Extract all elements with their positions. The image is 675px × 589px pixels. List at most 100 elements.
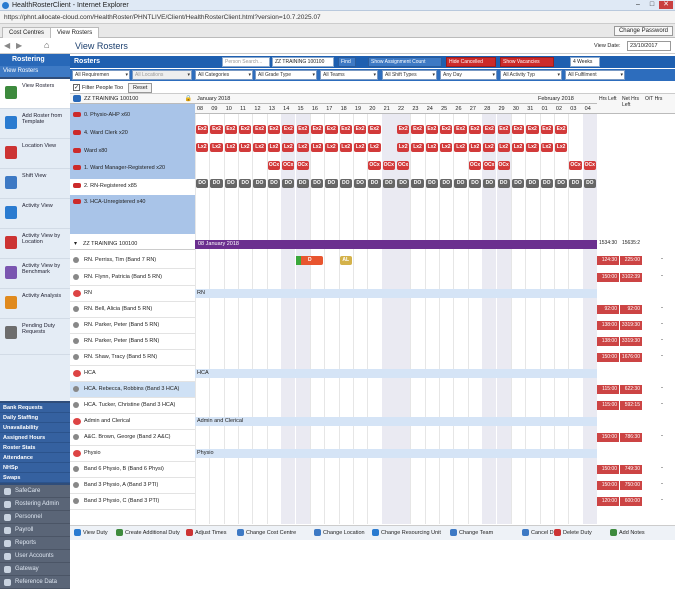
sidebar-item-6[interactable]: Activity View by Benchmark — [0, 259, 70, 289]
roster-chip-d0[interactable]: DO — [554, 179, 568, 188]
filter-select-7[interactable]: All Activity Typ — [500, 70, 562, 80]
roster-chip-d0[interactable]: DO — [353, 179, 367, 188]
roster-chip-d0[interactable]: DO — [511, 179, 525, 188]
person-row[interactable]: Band 6 Physio, B (Band 6 Physi) — [70, 462, 195, 478]
roster-chip-d0[interactable]: DO — [196, 179, 209, 188]
person-row[interactable]: RN. Parker, Peter (Band 5 RN) — [70, 334, 195, 350]
roster-chip-ex2[interactable]: Ex2 — [511, 125, 525, 134]
roster-chip-d0[interactable]: DO — [440, 179, 453, 188]
roster-chip-lx2[interactable]: Lx2 — [483, 143, 496, 152]
sidebar-item-2[interactable]: Location View — [0, 139, 70, 169]
roster-chip-ex2[interactable]: Ex2 — [411, 125, 424, 134]
roster-chip-ex2[interactable]: Ex2 — [296, 125, 309, 134]
duty-chip-al[interactable]: AL — [339, 256, 352, 265]
duty-chip-d[interactable]: D — [296, 256, 324, 265]
roster-chip-d0[interactable]: DO — [267, 179, 281, 188]
roster-chip-ex2[interactable]: Ex2 — [483, 125, 496, 134]
person-row[interactable]: Band 3 Physio, A (Band 3 PTI) — [70, 478, 195, 494]
filter-people-checkbox[interactable]: ✓ — [73, 84, 80, 91]
roster-chip-ocx[interactable]: OCx — [397, 161, 410, 170]
show-assignment-count-button[interactable]: Show Assignment Count — [368, 57, 442, 67]
requirement-row[interactable]: Ward x80 — [70, 144, 195, 160]
roster-chip-lx2[interactable]: Lx2 — [440, 143, 453, 152]
roster-chip-ex2[interactable]: Ex2 — [425, 125, 439, 134]
person-row[interactable]: HCA — [70, 366, 195, 382]
reset-button[interactable]: Reset — [128, 83, 153, 93]
roster-chip-lx2[interactable]: Lx2 — [310, 143, 324, 152]
collapse-icon[interactable]: ▾ — [74, 241, 78, 247]
sidebar-item-5[interactable]: Activity View by Location — [0, 229, 70, 259]
roster-chip-lx2[interactable]: Lx2 — [239, 143, 252, 152]
requirement-row[interactable]: 2. RN-Registered x85 — [70, 179, 195, 195]
roster-chip-d0[interactable]: DO — [468, 179, 482, 188]
roster-chip-ex2[interactable]: Ex2 — [353, 125, 367, 134]
sidebar-app-1[interactable]: Rostering Admin — [0, 498, 70, 511]
roster-chip-lx2[interactable]: Lx2 — [282, 143, 295, 152]
sidebar-item-0[interactable]: View Rosters — [0, 79, 70, 109]
roster-chip-ocx[interactable]: OCx — [583, 161, 596, 170]
sidebar-link-3[interactable]: Assigned Hours — [0, 433, 70, 443]
person-row[interactable]: Physio — [70, 446, 195, 462]
person-row[interactable]: RN. Bell, Alicia (Band 5 RN) — [70, 302, 195, 318]
roster-chip-ex2[interactable]: Ex2 — [397, 125, 410, 134]
roster-chip-ex2[interactable]: Ex2 — [210, 125, 223, 134]
roster-chip-lx2[interactable]: Lx2 — [296, 143, 309, 152]
roster-chip-d0[interactable]: DO — [425, 179, 439, 188]
roster-chip-lx2[interactable]: Lx2 — [325, 143, 338, 152]
sidebar-item-4[interactable]: Activity View — [0, 199, 70, 229]
roster-chip-d0[interactable]: DO — [368, 179, 381, 188]
roster-chip-d0[interactable]: DO — [583, 179, 596, 188]
person-row[interactable]: RN. Perriss, Tim (Band 7 RN) — [70, 253, 195, 269]
roster-chip-ocx[interactable]: OCx — [468, 161, 482, 170]
person-row[interactable]: RN. Parker, Peter (Band 5 RN) — [70, 318, 195, 334]
sidebar-link-7[interactable]: Swaps — [0, 473, 70, 483]
toolbar-action-1[interactable]: Create Additional Duty — [116, 529, 180, 536]
roster-chip-lx2[interactable]: Lx2 — [554, 143, 568, 152]
roster-chip-ocx[interactable]: OCx — [497, 161, 510, 170]
person-row[interactable]: RN. Shaw, Tracy (Band 5 RN) — [70, 350, 195, 366]
roster-chip-lx2[interactable]: Lx2 — [339, 143, 352, 152]
roster-chip-lx2[interactable]: Lx2 — [468, 143, 482, 152]
roster-chip-lx2[interactable]: Lx2 — [425, 143, 439, 152]
toolbar-action-0[interactable]: View Duty — [74, 529, 108, 536]
person-search-input[interactable]: Person Search... — [222, 57, 270, 67]
roster-chip-d0[interactable]: DO — [339, 179, 352, 188]
toolbar-action-9[interactable]: Add Notes — [610, 529, 645, 536]
roster-chip-lx2[interactable]: Lx2 — [224, 143, 238, 152]
filter-select-4[interactable]: All Teams — [320, 70, 378, 80]
filter-select-6[interactable]: Any Day — [440, 70, 497, 80]
sidebar-item-8[interactable]: Pending Duty Requests — [0, 319, 70, 355]
roster-chip-d0[interactable]: DO — [282, 179, 295, 188]
home-icon[interactable]: ⌂ — [44, 40, 50, 50]
person-row[interactable]: RN. Flynn, Patricia (Band 5 RN) — [70, 270, 195, 286]
address-bar[interactable]: https://phnt.allocate-cloud.com/HealthRo… — [0, 11, 675, 24]
view-date-input[interactable]: 23/10/2017 — [627, 41, 671, 51]
roster-chip-d0[interactable]: DO — [569, 179, 582, 188]
roster-chip-ex2[interactable]: Ex2 — [253, 125, 266, 134]
requirement-row[interactable]: 1. Ward Manager-Registered x20 — [70, 161, 195, 177]
roster-chip-ocx[interactable]: OCx — [382, 161, 395, 170]
filter-select-1[interactable]: All Locations — [132, 70, 192, 80]
roster-chip-ex2[interactable]: Ex2 — [554, 125, 568, 134]
requirement-row[interactable]: 0. Physio-AHP x60 — [70, 108, 195, 124]
change-password-button[interactable]: Change Password — [613, 26, 673, 36]
roster-chip-lx2[interactable]: Lx2 — [196, 143, 209, 152]
hide-cancelled-button[interactable]: Hide Cancelled — [446, 57, 496, 67]
forward-icon[interactable]: ▶ — [16, 41, 23, 50]
person-row[interactable]: HCA. Tucker, Christine (Band 3 HCA) — [70, 398, 195, 414]
sidebar-app-6[interactable]: Gateway — [0, 563, 70, 576]
roster-chip-ocx[interactable]: OCx — [368, 161, 381, 170]
filter-select-0[interactable]: All Requiremen — [72, 70, 130, 80]
sidebar-item-1[interactable]: Add Roster from Template — [0, 109, 70, 139]
roster-chip-d0[interactable]: DO — [224, 179, 238, 188]
sidebar-app-5[interactable]: User Accounts — [0, 550, 70, 563]
person-row[interactable]: RN — [70, 286, 195, 302]
roster-chip-ex2[interactable]: Ex2 — [310, 125, 324, 134]
roster-chip-d0[interactable]: DO — [253, 179, 266, 188]
roster-chip-lx2[interactable]: Lx2 — [411, 143, 424, 152]
minimize-button[interactable]: – — [636, 1, 640, 8]
roster-chip-ocx[interactable]: OCx — [282, 161, 295, 170]
roster-chip-ex2[interactable]: Ex2 — [239, 125, 252, 134]
sidebar-link-1[interactable]: Daily Staffing — [0, 413, 70, 423]
roster-chip-lx2[interactable]: Lx2 — [511, 143, 525, 152]
